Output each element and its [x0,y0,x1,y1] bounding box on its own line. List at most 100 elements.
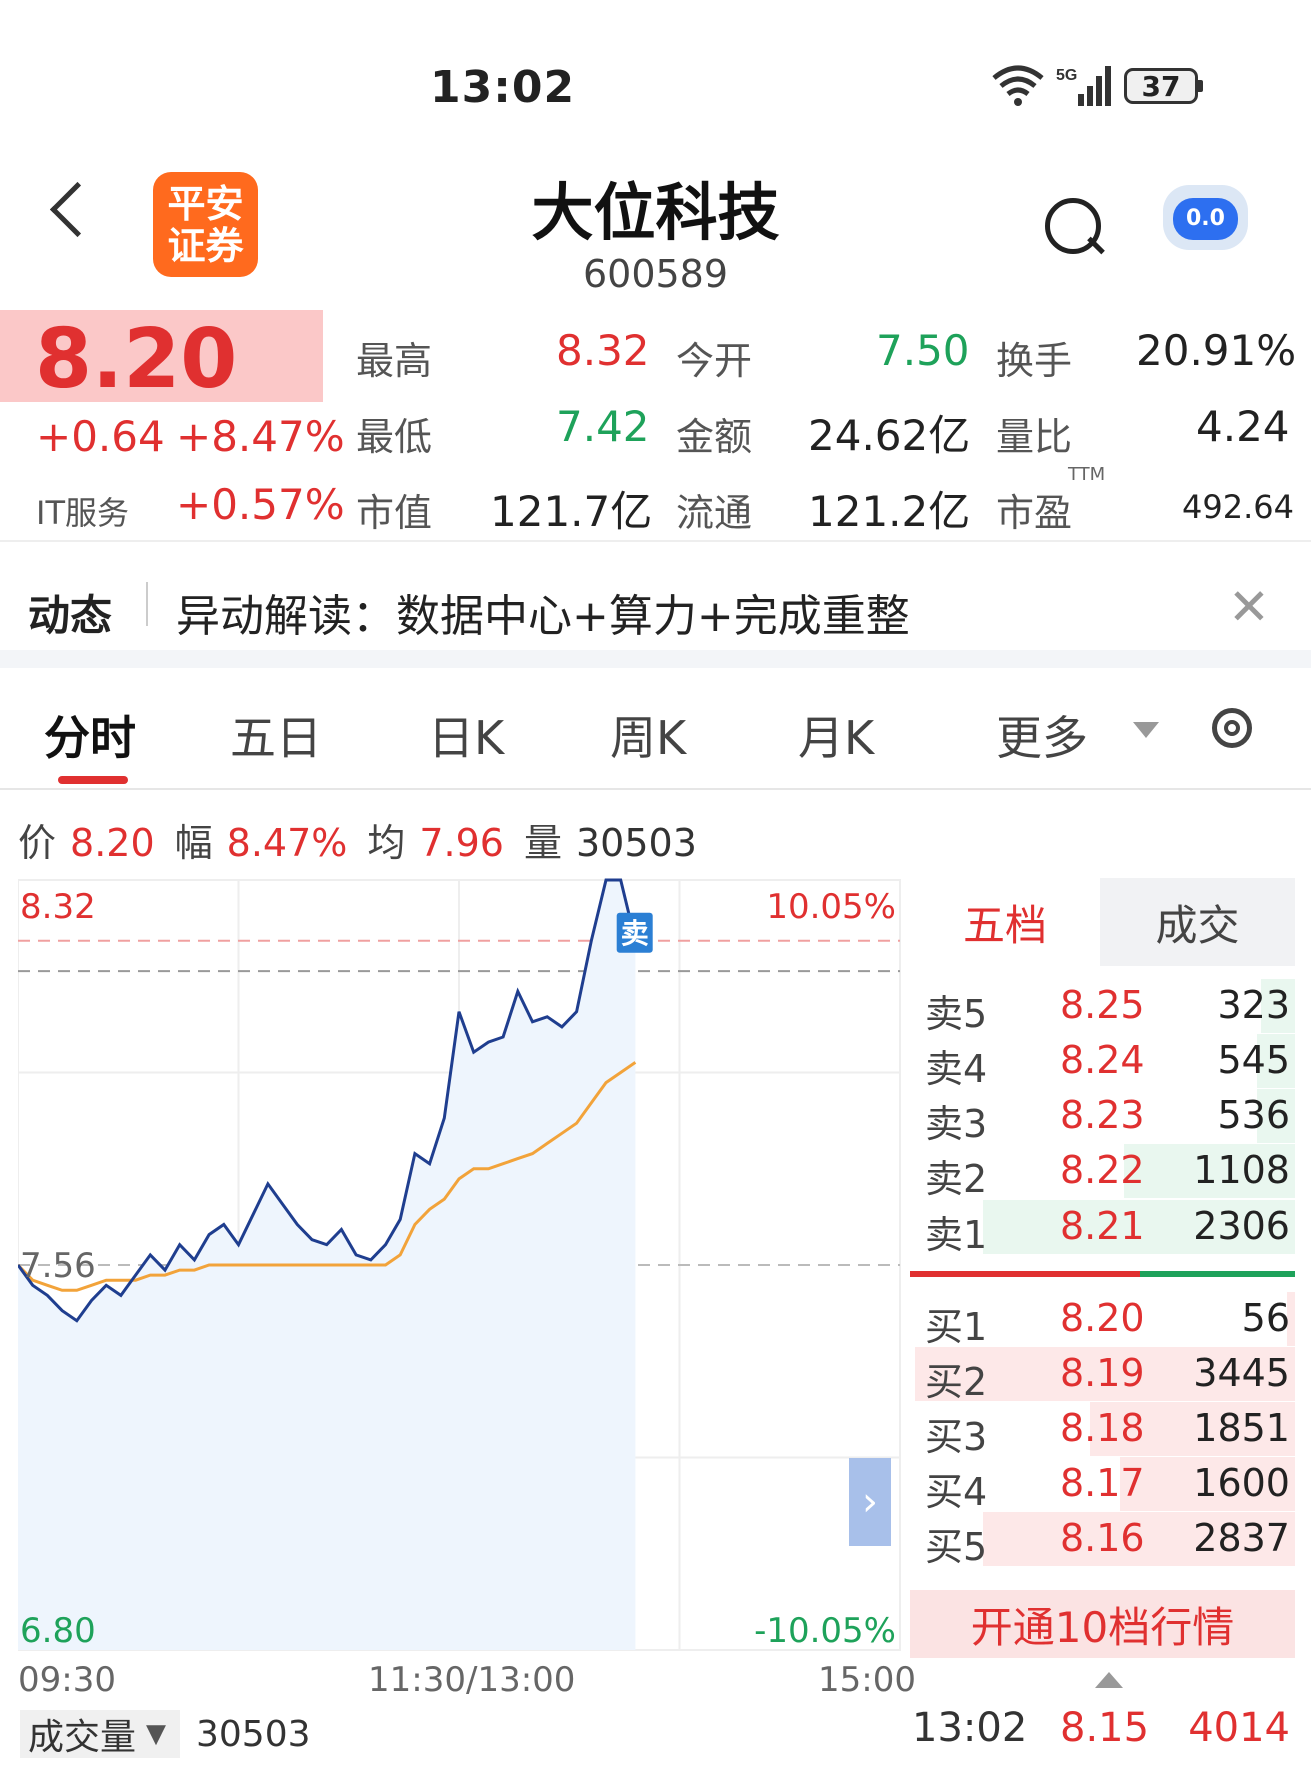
svg-text:5G: 5G [1056,67,1077,84]
level-label: 买5 [925,1525,988,1569]
tab-monthly-k[interactable]: 月K [798,711,875,765]
info-price: 8.20 [70,821,155,865]
level-price: 8.18 [1060,1406,1145,1450]
level-price: 8.20 [1060,1296,1145,1340]
volume-bar [915,1347,1295,1401]
bid-row[interactable]: 买5 8.16 2837 [910,1510,1295,1569]
info-amp-label: 幅 [174,821,213,865]
chevron-down-icon[interactable] [1133,722,1159,738]
ask-row[interactable]: 卖2 8.22 1108 [910,1142,1295,1201]
news-headline[interactable]: 异动解读：数据中心+算力+完成重整 [176,591,910,642]
low-label: 最低 [356,415,433,459]
low-value: 7.42 [556,402,650,451]
level-price: 8.16 [1060,1516,1145,1560]
y-tick-high-pct: 10.05% [766,887,896,927]
intraday-chart[interactable]: 卖 8.32 7.56 6.80 10.05% -10.05% [18,875,903,1655]
volume-bar [983,1200,1295,1254]
y-tick-high: 8.32 [20,887,96,927]
ask-bid-split-green [1140,1271,1295,1277]
bid-row[interactable]: 买3 8.18 1851 [910,1400,1295,1459]
price-highlight [0,310,323,402]
status-icons: 5G 37 [990,64,1203,108]
logo-line1: 平安 [167,181,244,226]
bid-row[interactable]: 买1 8.20 56 [910,1290,1295,1349]
ask-row[interactable]: 卖1 8.21 2306 [910,1198,1295,1257]
gear-icon-center [1224,720,1240,736]
battery-level: 37 [1141,69,1181,103]
news-tag: 动态 [28,591,113,640]
signal-icon: 5G [1056,66,1111,106]
pe-ttm-tag: TTM [1068,464,1106,485]
level-volume: 1108 [1193,1148,1290,1192]
chart-info-line: 价 8.20 幅 8.47% 均 7.96 量 30503 [18,812,697,867]
high-label: 最高 [356,339,433,383]
tabs-divider [0,788,1311,790]
search-icon[interactable] [1045,198,1101,254]
level-price: 8.21 [1060,1204,1145,1248]
amount-value: 24.62亿 [808,411,971,460]
level-label: 卖2 [925,1157,988,1201]
info-amp: 8.47% [226,821,348,865]
level-label: 买1 [925,1305,988,1349]
level-price: 8.17 [1060,1461,1145,1505]
tab-intraday[interactable]: 分时 [44,711,136,765]
open-value: 7.50 [876,326,970,375]
sector-pct: +0.57% [176,480,345,529]
tab-five-day[interactable]: 五日 [230,711,322,765]
level-label: 卖1 [925,1213,988,1257]
ask-row[interactable]: 卖3 8.23 536 [910,1087,1295,1146]
news-divider [146,582,148,626]
chart-series: 卖 [18,878,653,1650]
chart-axis-labels: 8.32 7.56 6.80 10.05% -10.05% [20,887,896,1651]
bid-row[interactable]: 买4 8.17 1600 [910,1455,1295,1514]
level-volume: 1600 [1193,1461,1290,1505]
level-price: 8.22 [1060,1148,1145,1192]
wifi-icon [992,65,1044,106]
stock-name: 大位科技 [531,176,780,249]
amount-label: 金额 [676,415,753,459]
volume-selector-label: 成交量 [28,1717,137,1758]
x-tick-mid: 11:30/13:00 [368,1660,576,1700]
level-price: 8.24 [1060,1038,1145,1082]
volume-bar [1287,1292,1295,1346]
level-volume: 1851 [1193,1406,1290,1450]
divider [0,540,1311,542]
price-change-pct: +8.47% [176,412,345,461]
y-tick-low-pct: -10.05% [754,1611,896,1651]
float-label: 流通 [676,491,753,535]
chart-expand-button[interactable]: › [849,1458,891,1546]
volume-indicator-select[interactable]: 成交量 ▼ [20,1710,180,1758]
tab-more[interactable]: 更多 [996,711,1088,765]
level-volume: 536 [1217,1093,1290,1137]
level-label: 买3 [925,1415,988,1459]
section-gap [0,650,1311,668]
level-volume: 545 [1217,1038,1290,1082]
level-label: 卖4 [925,1047,988,1091]
volume-bar [1257,1089,1295,1143]
broker-logo: 平安 证券 [153,172,258,277]
gear-icon[interactable] [1212,708,1252,748]
info-price-label: 价 [18,821,57,865]
level-volume: 3445 [1193,1351,1290,1395]
float-value: 121.2亿 [808,487,971,536]
tab-daily-k[interactable]: 日K [428,711,505,765]
sector-name[interactable]: IT服务 [36,494,129,532]
tab-trades[interactable]: 成交 [1100,878,1295,966]
bid-row[interactable]: 买2 8.19 3445 [910,1345,1295,1404]
ask-row[interactable]: 卖4 8.24 545 [910,1032,1295,1091]
level-label: 卖3 [925,1102,988,1146]
tab-active-indicator [58,776,128,784]
tab-order-book[interactable]: 五档 [910,878,1100,966]
price-change: +0.64 [36,412,165,461]
close-icon[interactable]: ✕ [1228,578,1270,636]
avg-price-line [18,1061,637,1292]
open-level10-button[interactable]: 开通10档行情 [910,1590,1295,1658]
stock-code: 600589 [582,252,729,296]
last-trade-vol: 4014 [1188,1705,1290,1751]
ask-row[interactable]: 卖5 8.25 323 [910,977,1295,1036]
volume-bar [1124,1144,1295,1198]
tab-weekly-k[interactable]: 周K [610,711,687,765]
chevron-up-icon[interactable] [1095,1672,1123,1688]
info-vol-label: 量 [523,821,562,865]
robot-face: 0.0 [1173,198,1238,240]
